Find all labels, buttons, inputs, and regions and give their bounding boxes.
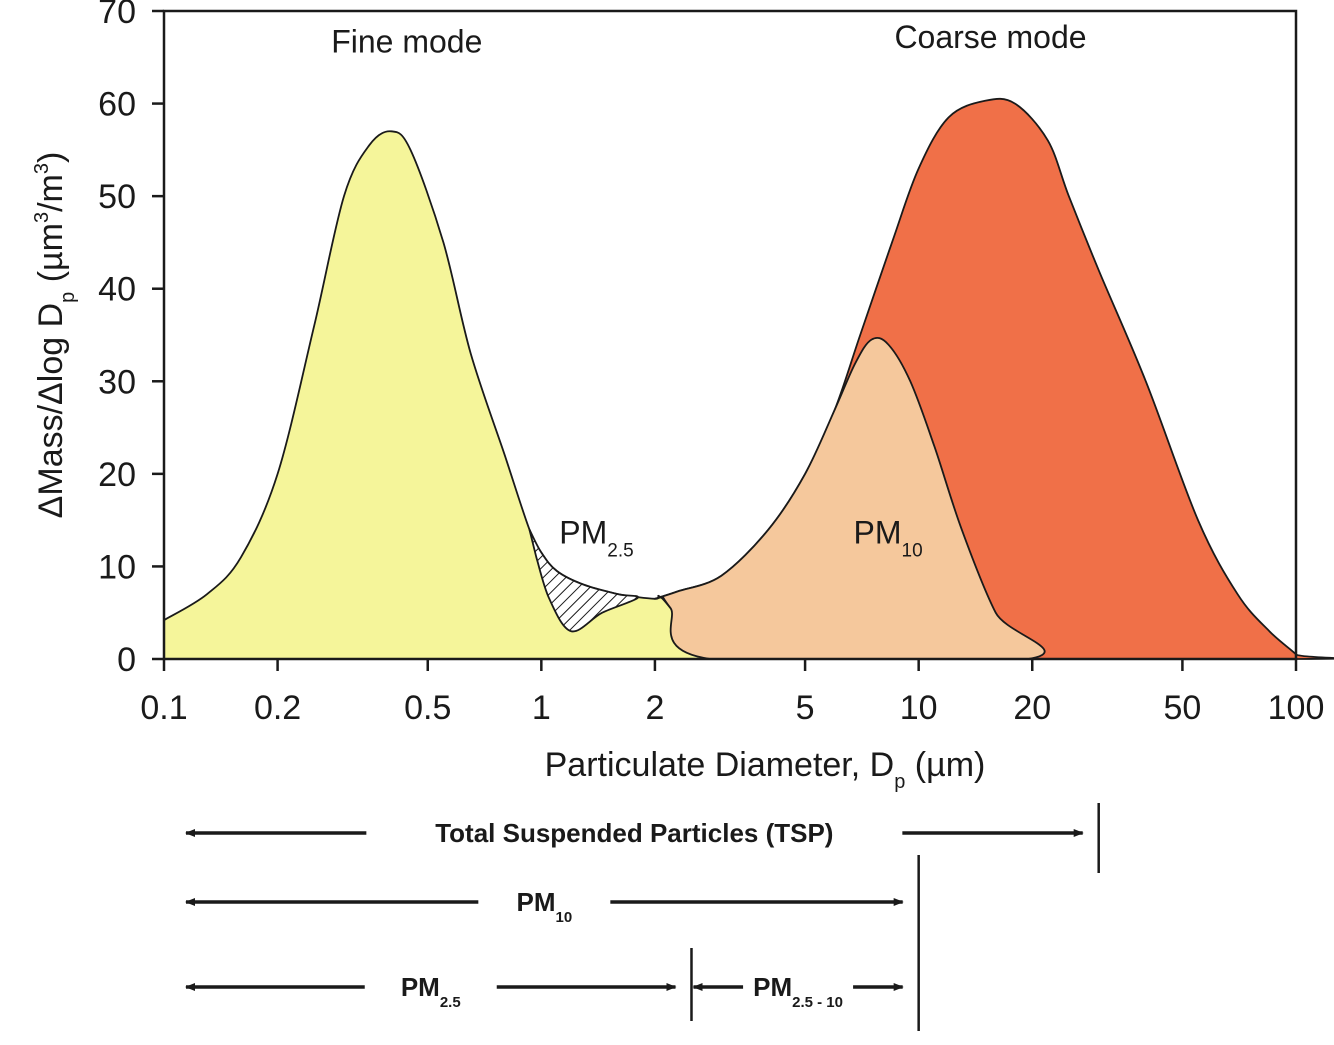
range-pm2-5-label-text: PM — [401, 972, 440, 1002]
series-layer — [163, 97, 1334, 660]
x-tick-label-0-2: 0.2 — [254, 689, 301, 727]
annotation-pm10: PM10 — [854, 514, 923, 561]
range-pm10-label-sub: 10 — [555, 909, 572, 926]
series-pm2-5-area — [528, 528, 639, 633]
y-tick-label-40: 40 — [98, 271, 136, 309]
y-tick-label-0: 0 — [117, 641, 136, 679]
annotation-fine-mode: Fine mode — [331, 24, 482, 60]
y-tick-label-50: 50 — [98, 178, 136, 216]
range-total-suspended-particles-tsp-label-text: Total Suspended Particles (TSP) — [435, 818, 833, 848]
range-pm10: PM10 — [185, 887, 904, 926]
annotation-text: PM — [559, 514, 607, 550]
range-total-suspended-particles-tsp-label: Total Suspended Particles (TSP) — [435, 818, 833, 848]
range-pm2-5-label-sub: 2.5 — [440, 994, 461, 1011]
y-axis-title-part-5: 3 — [31, 163, 53, 174]
annotation-sub: 10 — [902, 540, 923, 561]
y-tick-label-70: 70 — [98, 0, 136, 31]
range-pm10-label-text: PM — [516, 887, 555, 917]
y-tick-label-60: 60 — [98, 86, 136, 124]
x-axis-title-text: Particulate Diameter, D — [545, 746, 895, 784]
plot-frame — [162, 9, 1298, 661]
x-tick-label-20: 20 — [1013, 689, 1051, 727]
x-tick-label-10: 10 — [900, 689, 938, 727]
annotation-sub: 2.5 — [607, 540, 633, 561]
range-total-suspended-particles-tsp: Total Suspended Particles (TSP) — [185, 818, 1084, 848]
y-axis-title-part-2: (µm — [32, 223, 70, 292]
annotation-text: Fine mode — [331, 24, 482, 60]
x-tick-label-0-1: 0.1 — [140, 689, 187, 727]
range-pm2-5-10: PM2.5 - 10 — [692, 972, 904, 1011]
x-axis-title-sub: p — [894, 771, 905, 793]
annotation-text: PM — [854, 514, 902, 550]
x-axis-title: Particulate Diameter, Dp (µm) — [545, 746, 986, 793]
y-tick-label-10: 10 — [98, 548, 136, 586]
size-range-layer: Total Suspended Particles (TSP)PM10PM2.5… — [185, 803, 1100, 1031]
y-axis-title: ΔMass/Δlog Dp (µm3/m3) — [31, 152, 79, 519]
range-pm2-5: PM2.5 — [185, 972, 677, 1011]
y-axis-title-part-0: ΔMass/Δlog D — [32, 303, 70, 518]
y-axis-title-part-6: ) — [32, 152, 70, 163]
x-axis-title-unit: (µm) — [905, 746, 985, 784]
x-tick-label-1: 1 — [532, 689, 551, 727]
x-tick-label-50: 50 — [1163, 689, 1201, 727]
x-tick-label-100: 100 — [1268, 689, 1325, 727]
x-tick-label-2: 2 — [645, 689, 664, 727]
range-pm2-5-10-label-text: PM — [753, 972, 792, 1002]
series-pm10-area — [654, 336, 1046, 660]
x-tick-label-0-5: 0.5 — [404, 689, 451, 727]
y-axis-title-part-1: p — [57, 292, 79, 303]
range-pm2-5-10-label: PM2.5 - 10 — [753, 972, 843, 1011]
range-pm2-5-label: PM2.5 — [401, 972, 461, 1011]
annotation-coarse-mode: Coarse mode — [894, 19, 1086, 55]
y-axis-title-part-4: /m — [32, 174, 70, 212]
annotation-text: Coarse mode — [894, 19, 1086, 55]
range-pm10-label: PM10 — [516, 887, 572, 926]
range-pm2-5-10-label-sub: 2.5 - 10 — [792, 994, 843, 1011]
y-tick-label-20: 20 — [98, 456, 136, 494]
x-tick-label-5: 5 — [796, 689, 815, 727]
y-axis-title-part-3: 3 — [31, 212, 53, 223]
axes-layer: 0 10 20 30 40 50 60 70 0.1 0.2 0.5 1 2 5 10 20 50 100 Part… — [31, 0, 1324, 793]
y-tick-label-30: 30 — [98, 363, 136, 401]
annotation-pm2-5: PM2.5 — [559, 514, 633, 561]
series-fine-mode-area — [163, 130, 716, 660]
